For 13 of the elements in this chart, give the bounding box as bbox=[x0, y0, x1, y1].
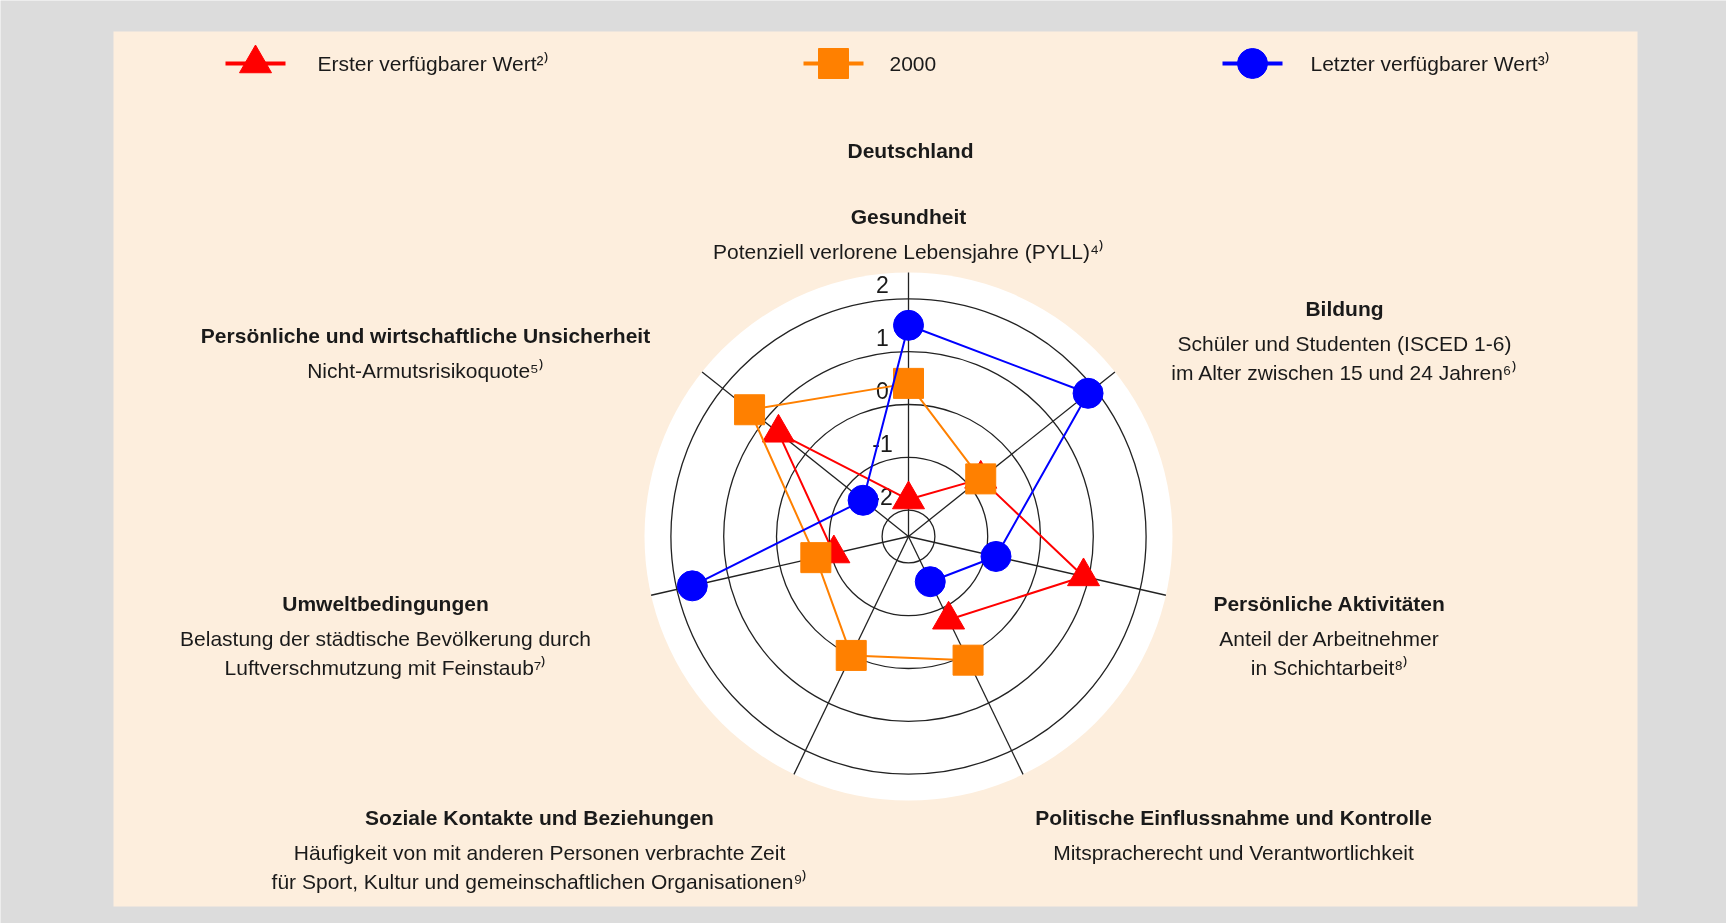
legend-label: Erster verfügbarer Wert²⁾ bbox=[317, 51, 549, 75]
y-tick-label: 1 bbox=[876, 325, 889, 352]
spoke-label: Soziale Kontakte und Beziehungen Häufigkeit von mit anderen Personen verbrachte Zeit für Sport, Kultur und gemeinschaftlichen Organisationen⁹⁾ bbox=[271, 806, 808, 893]
spoke-label: Gesundheit Potenziell verlorene Lebensjahre (PYLL)⁴⁾ bbox=[712, 205, 1105, 263]
spoke-label: Persönliche Aktivitäten Anteil der Arbeitnehmer in Schichtarbeit⁸⁾ bbox=[1213, 592, 1445, 679]
spoke-label: Persönliche und wirtschaftliche Unsicherheit Nicht-Armutsrisikoquote⁵⁾ bbox=[200, 324, 651, 382]
text: Deutschland bbox=[847, 139, 974, 162]
legend-label: Letzter verfügbarer Wert³⁾ bbox=[1310, 51, 1550, 75]
spoke-label: Politische Einflussnahme und Kontrolle Mitspracherecht und Verantwortlichkeit bbox=[1035, 806, 1432, 864]
legend-label: 2000 bbox=[889, 51, 937, 75]
spoke-label: Bildung Schüler und Studenten (ISCED 1-6) im Alter zwischen 15 und 24 Jahren⁶⁾ bbox=[1171, 297, 1517, 384]
spoke-label: Umweltbedingungen Belastung der städtische Bevölkerung durch Luftverschmutzung mit Feinstaub⁷⁾ bbox=[180, 592, 591, 679]
y-tick-label: 2 bbox=[876, 272, 889, 299]
